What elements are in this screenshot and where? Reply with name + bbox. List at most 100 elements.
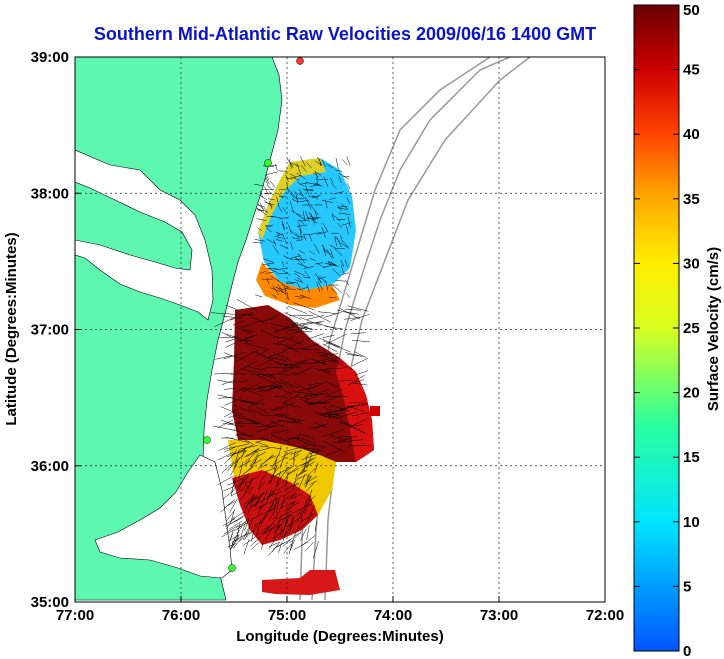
velocity-arrow [249, 512, 264, 522]
map-area [75, 57, 605, 602]
y-axis-ticks: 39:00 38:00 37:00 36:00 35:00 [31, 49, 81, 611]
velocity-arrow [307, 467, 316, 476]
velocity-arrow [254, 239, 265, 242]
velocity-arrow [321, 429, 344, 437]
velocity-arrow [279, 413, 303, 424]
velocity-arrow [290, 372, 304, 375]
velocity-arrow [342, 222, 352, 226]
velocity-arrow [308, 196, 319, 198]
velocity-arrow [297, 282, 301, 290]
velocity-arrow [275, 476, 282, 487]
velocity-arrow [322, 367, 346, 370]
velocity-arrow [344, 308, 361, 311]
velocity-arrow [227, 543, 237, 548]
velocity-arrow [261, 525, 272, 535]
velocity-arrow [264, 225, 272, 227]
y-tick-label: 38:00 [31, 185, 69, 202]
velocity-arrow [300, 164, 307, 173]
velocity-arrow [245, 448, 260, 457]
velocity-arrow [296, 213, 307, 221]
velocity-arrow [220, 419, 234, 425]
velocity-arrow [314, 462, 319, 473]
velocity-arrow [297, 253, 305, 264]
velocity-arrow [215, 355, 233, 360]
colorbar-tick-label: 5 [683, 578, 691, 595]
velocity-arrow [296, 436, 317, 445]
velocity-arrow [210, 312, 234, 315]
velocity-arrow [309, 480, 318, 485]
velocity-arrow [229, 312, 254, 321]
velocity-arrow [287, 293, 289, 300]
velocity-arrow [240, 401, 266, 405]
velocity-arrow [297, 511, 302, 523]
velocity-arrow [218, 442, 237, 451]
velocity-arrow [297, 235, 305, 238]
velocity-arrow [294, 256, 303, 265]
velocity-arrow [289, 189, 298, 199]
velocity-arrow [309, 184, 319, 187]
velocity-arrow [317, 281, 324, 291]
x-tick-label: 76:00 [162, 607, 200, 624]
velocity-arrow [244, 530, 250, 541]
velocity-arrow [303, 266, 314, 269]
patch-central-edge [336, 358, 374, 462]
velocity-arrow [279, 499, 286, 511]
velocity-arrow [242, 526, 250, 541]
velocity-arrow [235, 457, 240, 467]
velocity-arrow [306, 284, 310, 293]
velocity-arrow [321, 244, 327, 252]
velocity-arrow [268, 538, 277, 550]
velocity-arrow [289, 531, 302, 544]
velocity-arrow [254, 183, 265, 187]
velocity-arrow [244, 453, 255, 464]
velocity-arrow [233, 429, 253, 438]
velocity-arrow [333, 191, 344, 195]
velocity-arrow [282, 361, 306, 370]
patch-north-south-edge [256, 262, 340, 308]
velocity-arrow [240, 446, 247, 460]
velocity-arrow [256, 227, 263, 232]
velocity-arrow [311, 205, 319, 216]
velocity-arrow [278, 419, 299, 424]
velocity-arrow [342, 241, 349, 248]
velocity-arrow [236, 523, 241, 537]
velocity-arrow [238, 335, 255, 343]
pamlico-sound [94, 454, 233, 579]
velocity-arrow [256, 384, 274, 390]
velocity-arrow [304, 402, 327, 404]
velocity-arrow [275, 287, 287, 291]
velocity-arrow [308, 489, 313, 501]
velocity-arrow [318, 275, 327, 283]
velocity-arrow [345, 292, 351, 298]
velocity-arrow [299, 228, 303, 240]
velocity-arrow [223, 408, 239, 418]
velocity-arrow [256, 218, 267, 221]
x-axis-ticks: 77:00 76:00 75:00 74:00 73:00 72:00 [56, 596, 624, 624]
velocity-arrow [336, 237, 342, 248]
velocity-arrow [281, 284, 290, 288]
velocity-arrow [313, 243, 320, 254]
velocity-arrow [276, 510, 292, 520]
velocity-arrow [346, 197, 350, 204]
velocity-arrow [233, 404, 256, 415]
velocity-arrow [305, 333, 324, 341]
velocity-arrow [236, 526, 243, 534]
colorbar-tick-label: 10 [683, 514, 700, 531]
velocity-arrow [340, 308, 361, 320]
velocity-arrow [265, 177, 270, 185]
velocity-arrow [333, 437, 352, 443]
velocity-arrow [338, 212, 351, 215]
velocity-arrow [339, 379, 353, 382]
velocity-arrow [233, 458, 238, 468]
velocity-arrow [251, 447, 260, 453]
velocity-arrow [272, 343, 290, 346]
velocity-arrow [337, 205, 343, 212]
velocity-arrow [266, 171, 278, 175]
colorbar-label: Surface Velocity (cm/s) [705, 247, 722, 411]
velocity-arrow [268, 356, 287, 361]
velocity-arrow [235, 434, 253, 444]
radar-site-marker [203, 436, 211, 444]
velocity-arrow [248, 517, 254, 532]
